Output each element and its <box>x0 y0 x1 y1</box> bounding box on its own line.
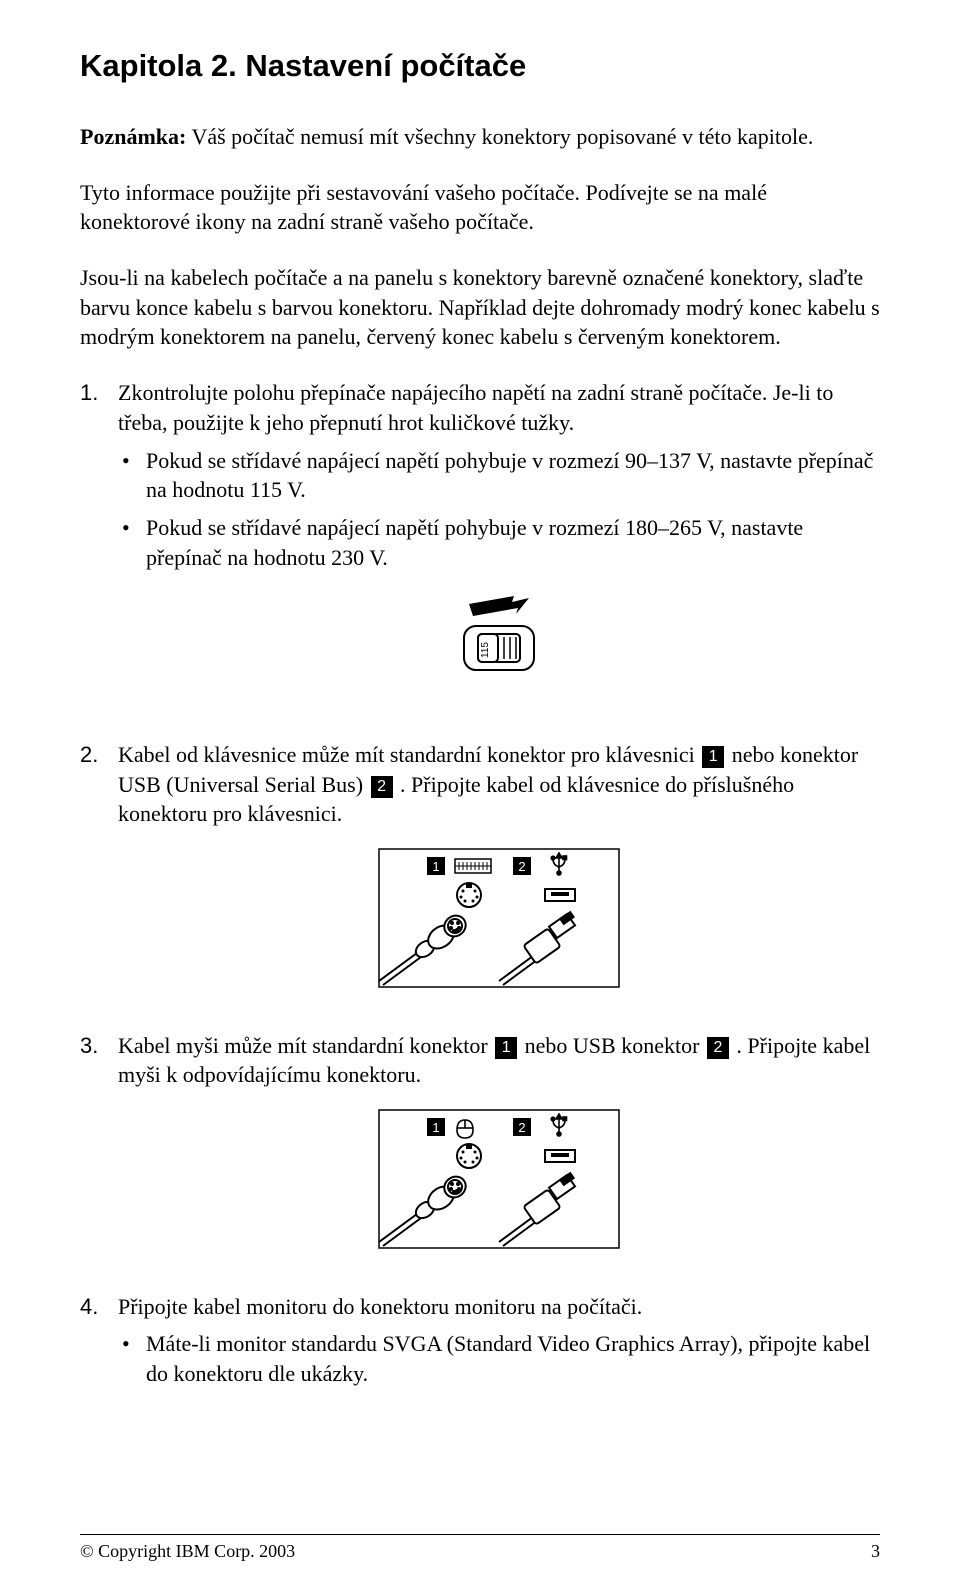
step-3-number: 3. <box>80 1031 98 1061</box>
step-1-text: Zkontrolujte polohu přepínače napájecího… <box>118 380 833 435</box>
mouse-connectors-icon: 1 2 <box>369 1104 629 1254</box>
intro-paragraph-1: Tyto informace použijte při sestavování … <box>80 178 880 237</box>
note-paragraph: Poznámka: Váš počítač nemusí mít všechny… <box>80 122 880 152</box>
svg-text:2: 2 <box>518 1120 525 1135</box>
keyboard-connectors-icon: 1 2 <box>369 843 629 993</box>
chapter-title: Kapitola 2. Nastavení počítače <box>80 48 880 84</box>
steps-list: 1. Zkontrolujte polohu přepínače napájec… <box>80 378 880 1389</box>
step-1-number: 1. <box>80 378 98 408</box>
svg-text:1: 1 <box>432 1120 439 1135</box>
step-1-bullet-1: Pokud se střídavé napájecí napětí pohybu… <box>118 446 880 505</box>
step-2: 2. Kabel od klávesnice může mít standard… <box>80 740 880 1001</box>
page: Kapitola 2. Nastavení počítače Poznámka:… <box>0 0 960 1592</box>
ref-box-2: 2 <box>371 776 393 798</box>
ref-box-1: 1 <box>495 1037 517 1059</box>
step-4-number: 4. <box>80 1292 98 1322</box>
svg-text:1: 1 <box>432 859 439 874</box>
step-4-bullets: Máte-li monitor standardu SVGA (Standard… <box>118 1329 880 1388</box>
step-4-text: Připojte kabel monitoru do konektoru mon… <box>118 1294 642 1319</box>
voltage-label: 115 <box>480 642 491 658</box>
note-text: Váš počítač nemusí mít všechny konektory… <box>191 124 813 149</box>
step-4-bullet-1: Máte-li monitor standardu SVGA (Standard… <box>118 1329 880 1388</box>
page-footer: © Copyright IBM Corp. 2003 3 <box>80 1534 880 1562</box>
copyright-text: © Copyright IBM Corp. 2003 <box>80 1541 295 1562</box>
svg-text:2: 2 <box>518 859 525 874</box>
page-number: 3 <box>871 1541 880 1562</box>
voltage-switch-icon: 115 <box>444 592 554 692</box>
step-2-text-pre: Kabel od klávesnice může mít standardní … <box>118 742 700 767</box>
intro-paragraph-2: Jsou-li na kabelech počítače a na panelu… <box>80 263 880 352</box>
step-3-text-mid: nebo USB konektor <box>525 1033 705 1058</box>
voltage-switch-figure: 115 <box>118 592 880 700</box>
note-label: Poznámka: <box>80 124 186 149</box>
ref-box-2: 2 <box>707 1037 729 1059</box>
keyboard-connector-figure: 1 2 <box>118 843 880 1001</box>
step-3-text-pre: Kabel myši může mít standardní konektor <box>118 1033 493 1058</box>
step-1: 1. Zkontrolujte polohu přepínače napájec… <box>80 378 880 700</box>
step-2-number: 2. <box>80 740 98 770</box>
step-1-bullets: Pokud se střídavé napájecí napětí pohybu… <box>118 446 880 573</box>
step-1-bullet-2: Pokud se střídavé napájecí napětí pohybu… <box>118 513 880 572</box>
ref-box-1: 1 <box>702 746 724 768</box>
mouse-connector-figure: 1 2 <box>118 1104 880 1262</box>
step-3: 3. Kabel myši může mít standardní konekt… <box>80 1031 880 1262</box>
step-4: 4. Připojte kabel monitoru do konektoru … <box>80 1292 880 1389</box>
